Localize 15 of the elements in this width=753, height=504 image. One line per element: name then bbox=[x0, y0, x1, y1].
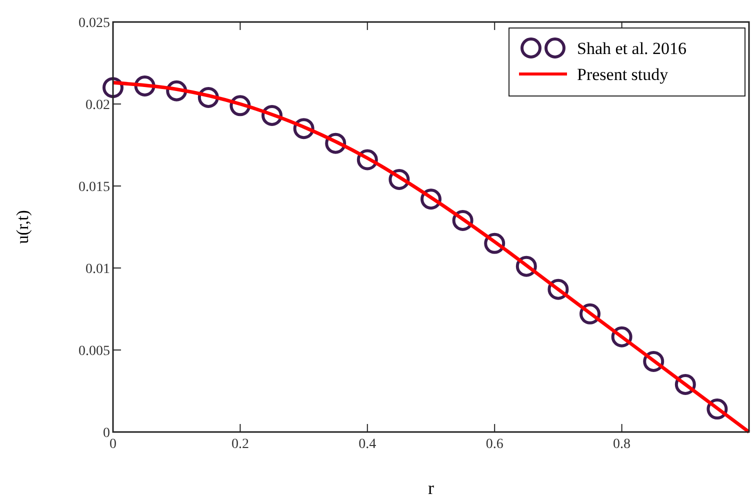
y-tick-label: 0.02 bbox=[86, 98, 110, 113]
x-tick-label: 0.8 bbox=[613, 437, 631, 452]
x-axis-title: r bbox=[428, 478, 434, 498]
y-tick-label: 0.01 bbox=[86, 262, 110, 277]
x-tick-label: 0.2 bbox=[231, 437, 249, 452]
y-tick-label: 0.005 bbox=[78, 344, 110, 359]
x-tick-label: 0.6 bbox=[486, 437, 504, 452]
y-tick-label: 0.025 bbox=[78, 16, 110, 31]
y-tick-label: 0.015 bbox=[78, 180, 110, 195]
y-axis-title: u(r,t) bbox=[13, 210, 32, 244]
legend-label: Present study bbox=[577, 65, 669, 84]
legend-label: Shah et al. 2016 bbox=[577, 39, 687, 58]
point bbox=[102, 77, 124, 98]
x-tick-label: 0.4 bbox=[358, 437, 376, 452]
y-tick-label: 0 bbox=[103, 426, 110, 441]
